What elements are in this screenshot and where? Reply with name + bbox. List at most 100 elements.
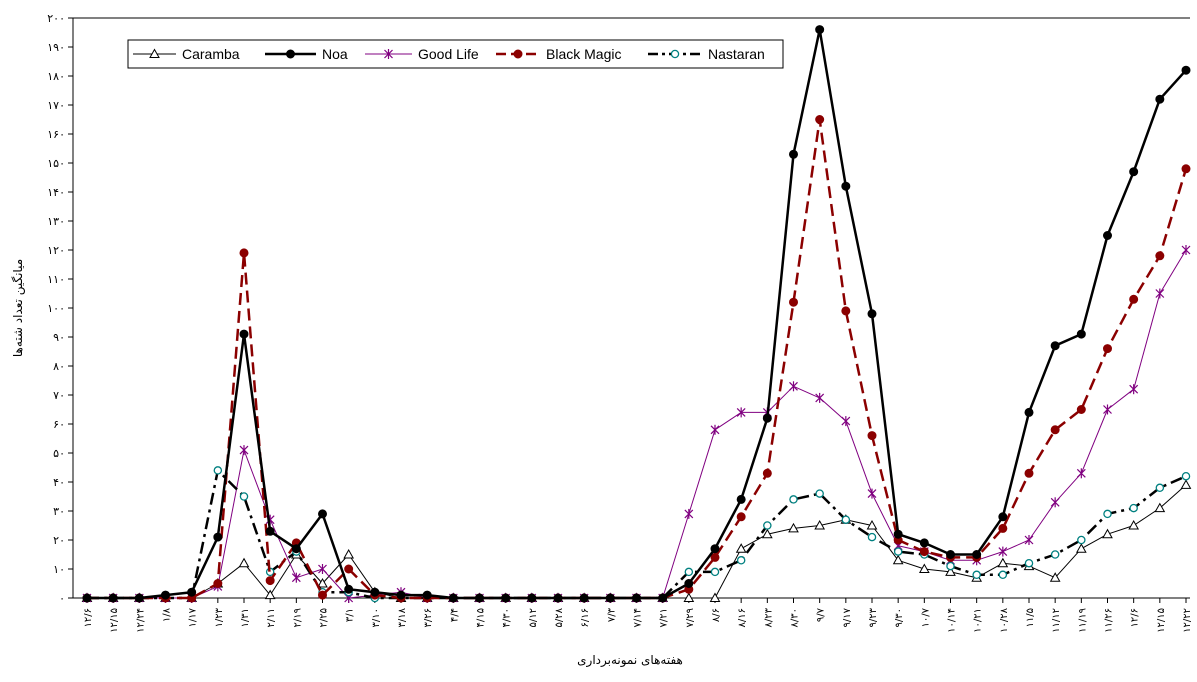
x-tick-label: ۳/۲۶ xyxy=(423,608,434,627)
data-point-nastaran xyxy=(1077,535,1086,545)
data-point-caramba xyxy=(238,557,250,568)
x-tick-label: ۱/۲۳ xyxy=(214,607,225,627)
y-tick-label: ۱۰ xyxy=(53,563,65,576)
data-point-nastaran xyxy=(1024,558,1034,568)
x-tick-label: ۱۲/۱۵ xyxy=(1156,608,1167,633)
data-point-caramba xyxy=(264,589,276,600)
data-point-noa xyxy=(919,538,929,548)
data-point-caramba xyxy=(814,519,826,530)
y-tick-label: ۱۴۰ xyxy=(47,186,65,199)
data-point-nastaran xyxy=(1129,503,1138,513)
series-line-good-life xyxy=(87,249,1187,599)
data-point-caramba xyxy=(761,528,773,539)
data-point-noa xyxy=(527,593,537,603)
data-point-noa xyxy=(632,593,641,603)
data-point-caramba xyxy=(1102,528,1113,539)
data-point-noa xyxy=(344,584,354,594)
legend-marker-noa xyxy=(286,49,295,59)
data-point-black-magic xyxy=(998,523,1008,533)
x-tick-label: ۱/۱۷ xyxy=(188,607,199,627)
x-axis-title: هفته‌های نمونه‌برداری xyxy=(577,653,683,668)
data-point-black-magic xyxy=(1181,164,1191,174)
data-point-good-life xyxy=(815,392,825,403)
data-point-caramba xyxy=(1128,519,1140,530)
data-point-black-magic xyxy=(1050,425,1060,435)
y-tick-label: ۰ xyxy=(59,592,65,605)
data-point-caramba xyxy=(945,566,956,576)
y-tick-label: ۲۰۰ xyxy=(47,12,65,25)
data-point-black-magic xyxy=(1103,344,1112,354)
y-tick-label: ۸۰ xyxy=(53,360,65,373)
data-point-good-life xyxy=(1050,497,1060,508)
data-point-nastaran xyxy=(213,466,223,475)
data-point-black-magic xyxy=(1155,251,1165,261)
data-point-noa xyxy=(946,550,955,559)
x-tick-label: ۱۰/۱۴ xyxy=(947,608,958,633)
x-tick-label: ۱۰/۲۸ xyxy=(999,607,1010,632)
x-tick-label: ۹/۳۰ xyxy=(894,608,905,627)
series-good-life xyxy=(82,245,1191,603)
x-tick-label: ۷/۳ xyxy=(606,607,617,622)
series-layer xyxy=(81,25,1192,603)
data-point-caramba xyxy=(735,543,747,553)
data-point-noa xyxy=(108,593,118,603)
x-tick-label: ۵/۲۸ xyxy=(554,607,565,627)
x-tick-label: ۴/۳۰ xyxy=(502,608,513,627)
x-tick-label: ۹/۷ xyxy=(816,607,827,622)
x-tick-label: ۸/۳۰ xyxy=(790,608,801,627)
x-tick-label: ۵/۱۲ xyxy=(528,608,539,627)
data-point-nastaran xyxy=(815,489,824,498)
x-tick-label: ۷/۲۱ xyxy=(659,608,670,627)
data-point-black-magic xyxy=(1129,294,1139,304)
data-point-nastaran xyxy=(867,532,877,542)
y-axis-title: میانگین تعداد شته‌ها xyxy=(11,259,26,357)
data-point-noa xyxy=(710,544,720,554)
data-point-noa xyxy=(134,593,144,603)
data-point-good-life xyxy=(789,381,798,392)
data-point-nastaran xyxy=(841,515,851,524)
data-point-caramba xyxy=(997,557,1009,568)
data-point-caramba xyxy=(892,554,904,565)
data-point-noa xyxy=(291,544,301,554)
legend-label-nastaran: Nastaran xyxy=(708,46,765,62)
data-point-noa xyxy=(815,25,825,35)
data-point-noa xyxy=(1155,94,1165,104)
x-tick-label: ۸/۱۶ xyxy=(737,608,748,627)
data-point-noa xyxy=(501,593,511,603)
data-point-black-magic xyxy=(710,552,720,562)
data-point-noa xyxy=(1076,329,1086,339)
data-point-black-magic xyxy=(318,590,327,600)
x-tick-label: ۸/۶ xyxy=(711,608,722,622)
data-point-good-life xyxy=(998,546,1008,557)
y-tick-label: ۳۰ xyxy=(53,505,65,518)
y-tick-label: ۱۲۰ xyxy=(47,244,65,257)
data-point-noa xyxy=(422,590,432,600)
data-point-good-life xyxy=(291,572,301,583)
data-point-black-magic xyxy=(789,297,798,307)
data-point-nastaran xyxy=(1181,471,1191,481)
x-tick-label: ۷/۱۴ xyxy=(633,608,644,627)
data-point-nastaran xyxy=(1103,509,1112,519)
data-point-caramba xyxy=(1075,543,1087,553)
data-point-black-magic xyxy=(1076,405,1086,414)
data-point-noa xyxy=(318,509,327,519)
y-tick-label: ۵۰ xyxy=(53,447,65,460)
data-point-noa xyxy=(1181,65,1191,75)
data-point-good-life xyxy=(318,564,327,574)
data-point-good-life xyxy=(1155,288,1165,299)
data-point-good-life xyxy=(684,508,694,519)
x-axis-ticks: ۱۲/۶ ۱۲/۱۵ ۱۲/۲۴ ۱/۸ ۱/۱۷ ۱/۲۳ ۱/۳۱ ۲/۱۱ ۲/۱۹ ۲/۲… xyxy=(83,598,1193,633)
x-tick-label: ۱۱/۲۶ xyxy=(1104,608,1115,633)
y-tick-label: ۱۹۰ xyxy=(47,41,65,54)
x-tick-label: ۹/۱۷ xyxy=(842,607,853,627)
x-tick-label: ۱۲/۲۴ xyxy=(135,608,146,633)
data-point-noa xyxy=(1024,407,1034,417)
data-point-noa xyxy=(789,149,798,159)
data-point-noa xyxy=(239,329,249,339)
legend-label-black-magic: Black Magic xyxy=(546,46,621,62)
data-point-black-magic xyxy=(213,579,223,588)
data-point-caramba xyxy=(317,577,328,588)
x-tick-label: ۹/۲۳ xyxy=(868,607,879,627)
data-point-nastaran xyxy=(972,570,981,580)
data-point-noa xyxy=(161,590,170,600)
